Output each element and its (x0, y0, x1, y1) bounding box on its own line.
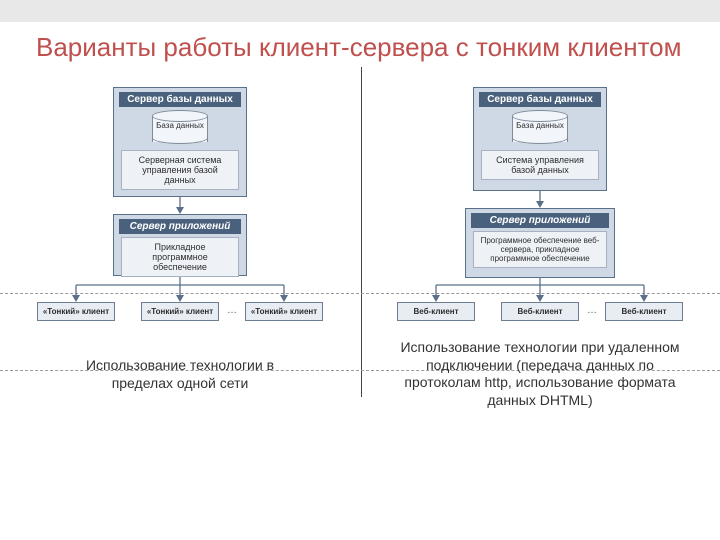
right-app-subsystem: Программное обеспечение веб-сервера, при… (473, 231, 607, 268)
page-title: Варианты работы клиент-сервера с тонким … (0, 22, 720, 67)
right-app-server-box: Сервер приложений Программное обеспечени… (465, 208, 615, 278)
right-client-3: Веб-клиент (605, 302, 683, 321)
left-app-server-box: Сервер приложений Прикладное программное… (113, 214, 247, 276)
left-db-server-title: Сервер базы данных (119, 92, 241, 107)
right-app-server-title: Сервер приложений (471, 213, 609, 228)
left-client-3: «Тонкий» клиент (245, 302, 323, 321)
right-db-server-box: Сервер базы данных База данных Система у… (473, 87, 607, 191)
right-ellipsis: … (587, 305, 597, 316)
right-client-1: Веб-клиент (397, 302, 475, 321)
right-client-2: Веб-клиент (501, 302, 579, 321)
left-app-subsystem: Прикладное программное обеспечение (121, 237, 239, 277)
top-bar (0, 0, 720, 22)
database-icon: База данных (152, 110, 208, 144)
left-client-1: «Тонкий» клиент (37, 302, 115, 321)
right-db-label: База данных (512, 122, 568, 130)
left-caption: Использование технологии в пределах одно… (56, 357, 304, 392)
left-app-server-title: Сервер приложений (119, 219, 241, 234)
left-ellipsis: … (227, 305, 237, 316)
right-diagram: Сервер базы данных База данных Система у… (360, 67, 720, 527)
right-db-server-title: Сервер базы данных (479, 92, 601, 107)
left-db-subsystem: Серверная система управления базой данны… (121, 150, 239, 190)
left-diagram: Сервер базы данных База данных Серверная… (0, 67, 360, 527)
left-db-label: База данных (152, 122, 208, 130)
right-caption: Использование технологии при удаленном п… (400, 339, 680, 409)
right-db-subsystem: Система управления базой данных (481, 150, 599, 180)
left-db-server-box: Сервер базы данных База данных Серверная… (113, 87, 247, 197)
database-icon: База данных (512, 110, 568, 144)
left-client-2: «Тонкий» клиент (141, 302, 219, 321)
